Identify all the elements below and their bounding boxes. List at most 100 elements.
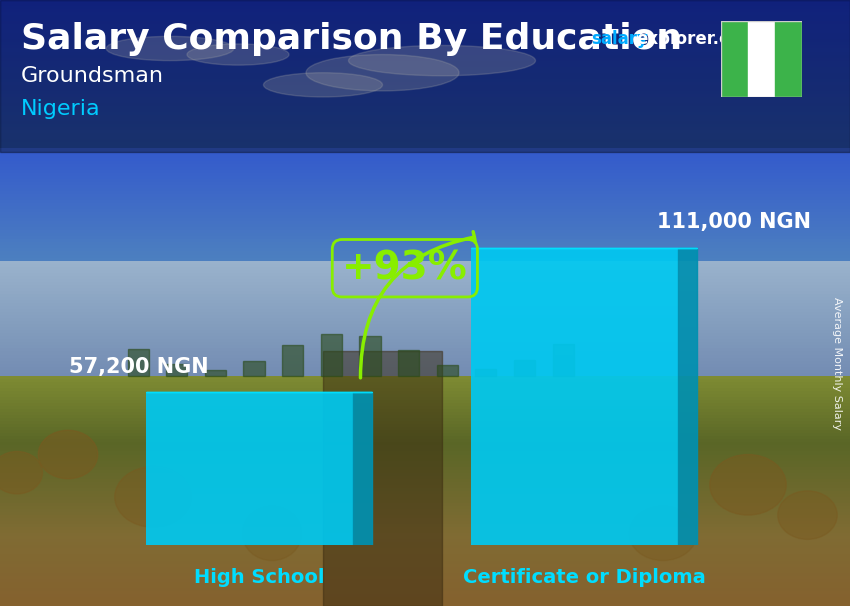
Bar xyxy=(0,524,850,527)
Bar xyxy=(0,3,850,6)
Bar xyxy=(0,412,850,415)
Bar xyxy=(0,200,850,203)
Bar xyxy=(0,382,850,385)
Bar xyxy=(0,503,850,506)
Bar xyxy=(475,369,496,376)
Bar xyxy=(243,361,264,376)
Ellipse shape xyxy=(710,454,786,515)
Bar xyxy=(0,376,850,379)
Bar xyxy=(0,451,850,454)
Bar xyxy=(0,282,850,285)
Bar xyxy=(0,170,850,173)
Bar xyxy=(0,267,850,270)
Bar xyxy=(0,230,850,233)
Bar xyxy=(0,258,850,261)
Text: +93%: +93% xyxy=(342,249,468,287)
Ellipse shape xyxy=(778,491,837,539)
Ellipse shape xyxy=(106,36,234,61)
Bar xyxy=(0,485,850,488)
Bar xyxy=(0,185,850,188)
Text: 111,000 NGN: 111,000 NGN xyxy=(657,213,811,233)
Ellipse shape xyxy=(0,451,42,494)
Bar xyxy=(0,294,850,297)
Bar xyxy=(0,454,850,458)
Bar xyxy=(0,473,850,476)
Bar xyxy=(0,327,850,330)
Bar xyxy=(0,491,850,494)
Bar xyxy=(0,197,850,200)
Text: Certificate or Diploma: Certificate or Diploma xyxy=(462,568,706,587)
Bar xyxy=(552,344,574,376)
Bar xyxy=(0,103,850,106)
Bar xyxy=(0,124,850,127)
Bar xyxy=(0,67,850,70)
Bar xyxy=(128,349,149,376)
Bar xyxy=(0,245,850,248)
Bar xyxy=(0,364,850,367)
Text: Average Monthly Salary: Average Monthly Salary xyxy=(832,297,842,430)
Bar xyxy=(282,345,303,376)
Bar xyxy=(0,164,850,167)
Bar xyxy=(0,39,850,42)
Text: High School: High School xyxy=(194,568,324,587)
Bar xyxy=(0,488,850,491)
Bar xyxy=(0,9,850,12)
Bar xyxy=(0,548,850,551)
Bar xyxy=(0,242,850,245)
Bar xyxy=(774,21,802,97)
Bar xyxy=(0,303,850,306)
Bar xyxy=(0,527,850,530)
Bar xyxy=(0,145,850,148)
Bar xyxy=(0,427,850,430)
Bar xyxy=(0,573,850,576)
Bar xyxy=(0,388,850,391)
Bar xyxy=(0,458,850,461)
Bar xyxy=(0,97,850,100)
Bar xyxy=(0,188,850,191)
Bar xyxy=(0,212,850,215)
Bar xyxy=(0,215,850,218)
Bar xyxy=(0,209,850,212)
Bar xyxy=(0,224,850,227)
Bar xyxy=(0,45,850,48)
Bar xyxy=(0,530,850,533)
Bar xyxy=(0,309,850,312)
Bar xyxy=(0,79,850,82)
Bar xyxy=(0,179,850,182)
Bar xyxy=(0,27,850,30)
Bar xyxy=(748,21,774,97)
Bar xyxy=(0,273,850,276)
Bar xyxy=(0,52,850,55)
Bar xyxy=(0,597,850,600)
Bar xyxy=(0,564,850,567)
Bar xyxy=(0,133,850,136)
Bar xyxy=(0,545,850,548)
Bar xyxy=(0,321,850,324)
Bar xyxy=(0,21,850,24)
Bar xyxy=(0,161,850,164)
Bar xyxy=(0,476,850,479)
Bar xyxy=(0,358,850,361)
Bar xyxy=(0,397,850,400)
Bar xyxy=(0,58,850,61)
Bar xyxy=(472,247,678,545)
Bar xyxy=(0,297,850,300)
Bar xyxy=(0,130,850,133)
Bar xyxy=(0,421,850,424)
Bar xyxy=(0,518,850,521)
Bar xyxy=(0,24,850,27)
Bar xyxy=(0,61,850,64)
Bar xyxy=(0,424,850,427)
Bar xyxy=(0,158,850,161)
Bar xyxy=(0,106,850,109)
Bar xyxy=(0,336,850,339)
Bar xyxy=(0,30,850,33)
Bar xyxy=(0,588,850,591)
Bar xyxy=(0,554,850,558)
Polygon shape xyxy=(678,247,697,545)
Bar xyxy=(320,334,342,376)
Bar xyxy=(0,82,850,85)
Bar xyxy=(0,306,850,309)
Bar xyxy=(0,182,850,185)
Bar xyxy=(0,251,850,255)
